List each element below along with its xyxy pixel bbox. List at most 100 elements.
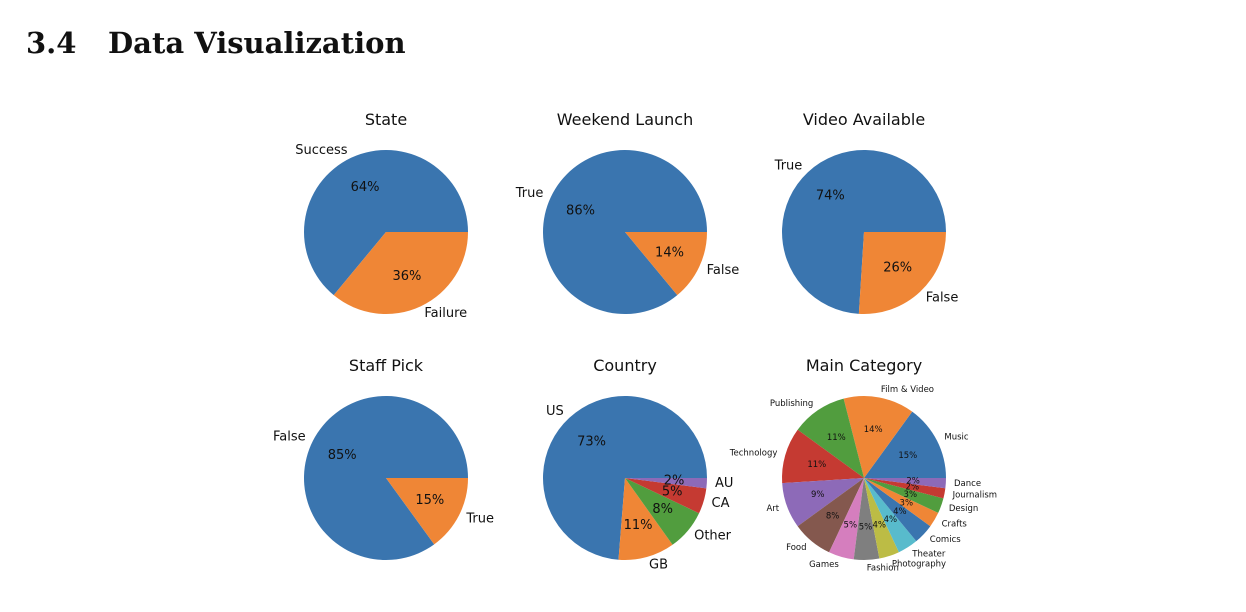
- slice-percent-label: 3%: [904, 490, 918, 500]
- section-heading: 3.4 Data Visualization: [26, 26, 406, 60]
- slice-art: [782, 478, 864, 527]
- pie-chart-video-available: Video Available True 74% False 26%: [774, 110, 959, 315]
- section-title: Data Visualization: [108, 26, 406, 60]
- slice-percent-label: 11%: [807, 460, 826, 470]
- slice-percent-label: 2%: [906, 483, 920, 493]
- slice-true: [782, 150, 946, 314]
- slice-false: [858, 232, 946, 315]
- slice-percent-label: 3%: [900, 499, 914, 509]
- slice-percent-label: 8%: [652, 502, 673, 517]
- slice-music: [864, 411, 946, 478]
- slice-comics: [864, 478, 931, 542]
- slice-percent-label: 74%: [816, 189, 845, 204]
- slice-label: Success: [295, 143, 348, 158]
- slice-percent-label: 15%: [898, 451, 917, 461]
- slice-other: [625, 478, 700, 545]
- slice-percent-label: 14%: [655, 245, 684, 260]
- pie-chart-state: State Success 64% Failure 36%: [295, 110, 468, 321]
- slice-label: AU: [715, 476, 733, 491]
- slice-true: [542, 149, 707, 314]
- slice-dance: [864, 478, 946, 489]
- pie-chart-country: Country US 73% GB 11% Other 8% CA 5% AU 2%: [543, 356, 733, 572]
- slice-label: False: [926, 290, 959, 305]
- slice-percent-label: 85%: [328, 448, 357, 463]
- chart-title: State: [365, 110, 407, 129]
- slice-label: GB: [649, 557, 668, 572]
- slice-label: True: [515, 186, 544, 201]
- slice-label: Photography: [892, 559, 946, 569]
- slice-label: US: [546, 404, 564, 419]
- slice-games: [829, 478, 864, 560]
- slice-fashion: [853, 478, 880, 560]
- slice-journalism: [864, 478, 946, 499]
- slice-failure: [333, 232, 468, 314]
- slice-percent-label: 5%: [844, 521, 858, 531]
- slice-percent-label: 26%: [883, 260, 912, 275]
- chart-title: Country: [593, 356, 657, 375]
- slice-label: Film & Video: [881, 385, 934, 395]
- slice-label: CA: [712, 496, 730, 511]
- slice-label: Games: [809, 560, 839, 570]
- slice-design: [864, 478, 944, 513]
- slice-percent-label: 5%: [859, 523, 873, 533]
- slice-percent-label: 4%: [872, 520, 886, 530]
- slice-false: [303, 396, 468, 561]
- slice-photography: [864, 478, 899, 559]
- slice-label: Art: [766, 504, 779, 514]
- slice-percent-label: 36%: [392, 269, 421, 284]
- slice-true: [386, 478, 468, 545]
- slice-percent-label: 15%: [415, 493, 444, 508]
- slice-percent-label: 2%: [906, 477, 920, 487]
- slice-percent-label: 11%: [624, 518, 653, 533]
- pie-chart-staff-pick: Staff Pick False 85% True 15%: [273, 356, 494, 561]
- slice-label: Publishing: [770, 399, 813, 409]
- section-number: 3.4: [26, 26, 77, 60]
- slice-label: Fashion: [867, 564, 899, 574]
- slice-success: [304, 149, 468, 296]
- slice-percent-label: 5%: [662, 484, 683, 499]
- slice-label: Crafts: [942, 519, 968, 529]
- slice-label: Failure: [424, 306, 467, 321]
- slice-label: Journalism: [952, 490, 997, 500]
- slice-label: Dance: [954, 479, 981, 489]
- slice-crafts: [864, 478, 939, 527]
- slice-label: Technology: [729, 448, 778, 458]
- slice-gb: [618, 478, 673, 560]
- slice-label: Comics: [930, 535, 961, 545]
- slice-food: [797, 478, 864, 553]
- slice-percent-label: 8%: [826, 511, 840, 521]
- slice-label: Other: [694, 529, 732, 544]
- chart-title: Video Available: [803, 110, 925, 129]
- slice-percent-label: 2%: [664, 474, 685, 489]
- slice-label: Theater: [911, 550, 946, 560]
- slice-au: [625, 478, 707, 489]
- slice-percent-label: 9%: [811, 490, 825, 500]
- slice-label: Music: [944, 433, 969, 443]
- slice-percent-label: 4%: [884, 515, 898, 525]
- slice-percent-label: 14%: [864, 425, 883, 435]
- slice-theater: [864, 478, 917, 553]
- slice-percent-label: 64%: [351, 180, 380, 195]
- slice-false: [625, 232, 707, 296]
- slice-publishing: [797, 398, 864, 478]
- slice-percent-label: 11%: [827, 433, 846, 443]
- slice-label: Food: [786, 543, 806, 553]
- slice-label: False: [273, 430, 306, 445]
- chart-title: Weekend Launch: [557, 110, 693, 129]
- slice-film-video: [843, 396, 913, 478]
- chart-title: Staff Pick: [349, 356, 424, 375]
- slice-us: [543, 395, 707, 560]
- slice-percent-label: 73%: [577, 434, 606, 449]
- slice-ca: [625, 478, 707, 514]
- pie-chart-weekend-launch: Weekend Launch True 86% False 14%: [515, 110, 739, 314]
- slice-label: True: [774, 159, 803, 174]
- slice-label: False: [707, 263, 740, 278]
- slice-label: Design: [949, 504, 978, 514]
- slice-technology: [781, 429, 864, 484]
- slice-label: True: [465, 511, 494, 526]
- slice-percent-label: 4%: [893, 507, 907, 517]
- slice-percent-label: 86%: [566, 204, 595, 219]
- chart-title: Main Category: [806, 356, 922, 375]
- pie-chart-main-category: Main Category Music 15% Film & Video 14% Publ…: [729, 356, 997, 574]
